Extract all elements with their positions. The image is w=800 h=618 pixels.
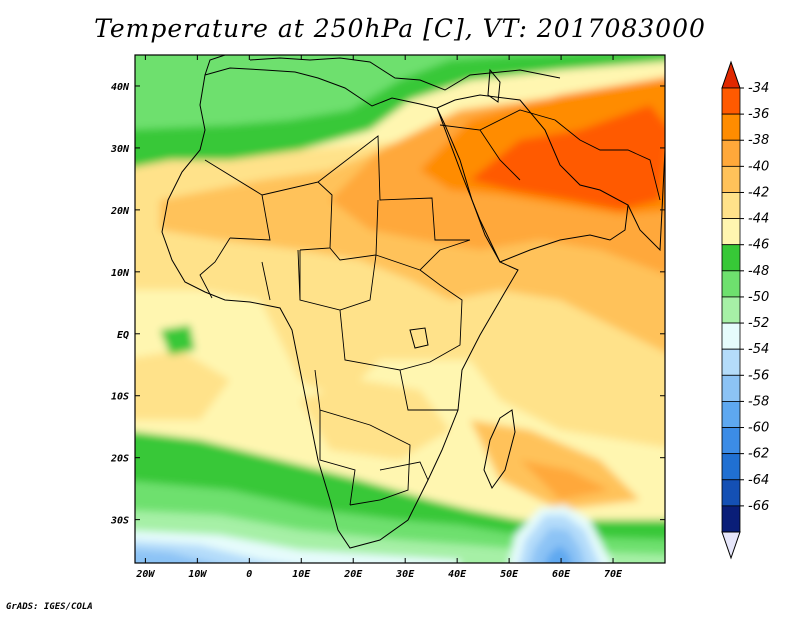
lat-tick-label: 20N — [110, 206, 130, 217]
lon-tick-label: 70E — [604, 569, 623, 580]
colorbar-label: -34 — [748, 81, 769, 96]
lake-victoria — [409, 327, 429, 349]
colorbar-top-arrow — [721, 60, 741, 89]
lat-tick-label: 30N — [110, 144, 130, 155]
grads-credit: GrADS: IGES/COLA — [6, 602, 93, 612]
latitude-axis: 40N 30N 20N 10N EQ 10S 20S 30S — [110, 82, 665, 527]
field-band-38-se — [520, 460, 610, 500]
temperature-field — [135, 55, 665, 563]
colorbar-label: -46 — [748, 238, 769, 253]
colorbar-swatch — [721, 296, 741, 324]
lat-tick-label: 10N — [111, 268, 130, 279]
longitude-axis: 20W 10W 0 10E 20E 30E 40E 50E 60E 70E — [135, 55, 623, 580]
lon-tick-label: 60E — [552, 569, 571, 580]
colorbar-label: -58 — [748, 394, 769, 409]
coastlines — [161, 55, 665, 549]
colorbar-label: -52 — [748, 316, 769, 331]
colorbar-swatch — [721, 218, 741, 246]
map-title: Temperature at 250hPa [C], VT: 201708300… — [94, 14, 706, 43]
lat-tick-label: 20S — [110, 454, 129, 465]
colorbar-label: -62 — [748, 447, 769, 462]
colorbar-swatch — [721, 374, 741, 402]
field-band-58-bulb — [545, 545, 572, 563]
europe-coastline — [204, 55, 561, 91]
colorbar-swatch — [721, 192, 741, 219]
colorbar-swatch — [721, 87, 741, 115]
field-band-48-north — [135, 55, 520, 130]
colorbar-label: -54 — [748, 342, 769, 357]
colorbar-swatch — [721, 453, 741, 481]
colorbar: -34 -36 -38 -40 -42 -44 -46 -48 -50 -52 -54 -56 -58 -… — [721, 60, 769, 560]
colorbar-label: -40 — [748, 159, 769, 174]
colorbar-label: -66 — [748, 499, 769, 514]
field-band-56-bulb — [530, 528, 585, 563]
colorbar-swatch — [721, 348, 741, 376]
colorbar-label: -42 — [748, 185, 769, 200]
lon-tick-label: 0 — [246, 569, 252, 580]
colorbar-label: -64 — [748, 473, 769, 488]
lon-tick-label: 50E — [500, 569, 519, 580]
lat-tick-label: 10S — [111, 392, 129, 403]
country-borders — [199, 109, 661, 506]
lon-tick-label: 10W — [188, 569, 207, 580]
caspian-coastline — [487, 68, 501, 103]
lon-tick-label: 10E — [292, 569, 311, 580]
field-band-46-west — [160, 325, 195, 355]
lat-tick-label: 30S — [110, 516, 129, 527]
lon-tick-label: 20W — [135, 569, 155, 580]
colorbar-swatch — [721, 270, 741, 298]
colorbar-swatch — [721, 322, 741, 350]
colorbar-swatch — [721, 427, 741, 455]
colorbar-bottom-arrow — [721, 531, 741, 560]
colorbar-swatch — [721, 244, 741, 272]
lat-tick-label: EQ — [117, 330, 129, 341]
colorbar-swatch — [721, 139, 741, 167]
field-band-56-south — [135, 549, 213, 563]
lat-tick-label: 40N — [111, 82, 130, 93]
lon-tick-label: 40E — [448, 569, 467, 580]
colorbar-swatch — [721, 113, 741, 141]
arabia-coastline — [436, 94, 629, 263]
lon-tick-label: 20E — [343, 569, 363, 580]
colorbar-swatch — [721, 505, 741, 533]
colorbar-label: -36 — [748, 107, 769, 122]
lon-tick-label: 30E — [395, 569, 415, 580]
colorbar-label: -50 — [748, 290, 769, 305]
field-band-42-south — [300, 380, 450, 460]
colorbar-label: -44 — [748, 212, 769, 227]
colorbar-label: -48 — [748, 264, 769, 279]
field-band-34 — [470, 105, 665, 210]
africa-coastline — [161, 67, 519, 549]
colorbar-swatch — [721, 165, 741, 193]
field-band-42-west — [135, 350, 230, 420]
colorbar-label: -38 — [748, 133, 769, 148]
india-coastline — [627, 149, 665, 252]
plot-frame — [134, 54, 666, 564]
colorbar-swatch — [721, 401, 741, 428]
madagascar-coastline — [483, 409, 516, 489]
colorbar-label: -60 — [748, 421, 769, 436]
colorbar-swatch — [721, 479, 741, 507]
colorbar-label: -56 — [748, 368, 769, 383]
